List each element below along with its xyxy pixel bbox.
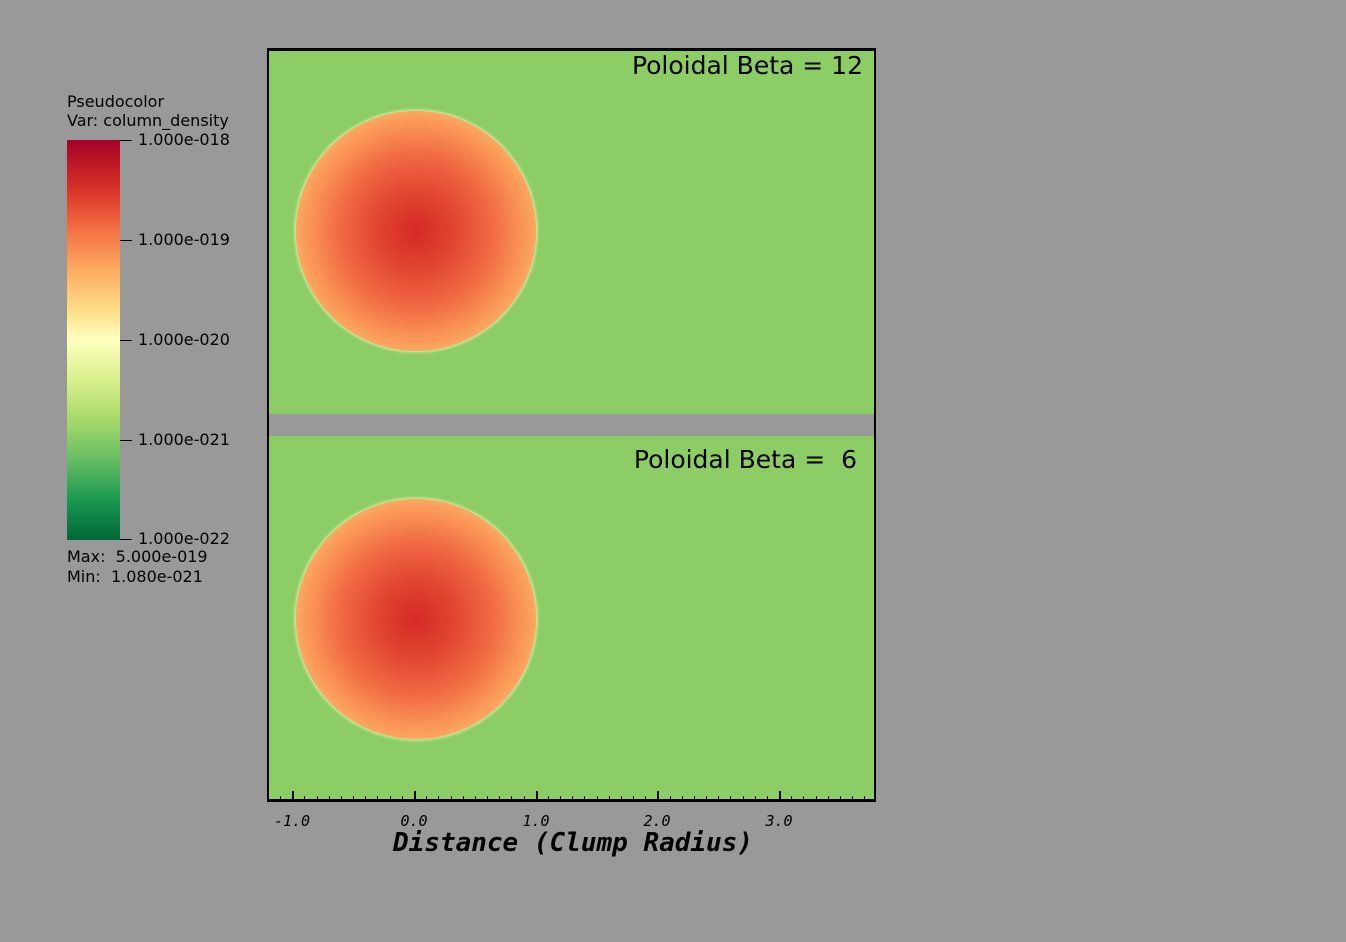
x-minor-tick	[304, 796, 305, 802]
x-minor-tick	[280, 796, 281, 802]
x-minor-tick	[560, 796, 561, 802]
x-minor-tick	[475, 796, 476, 802]
x-minor-tick	[828, 796, 829, 802]
x-minor-tick	[755, 796, 756, 802]
plot-panel-bottom: Poloidal Beta = 6	[269, 436, 875, 800]
x-minor-tick	[840, 796, 841, 802]
colorbar-tick	[120, 140, 132, 141]
x-minor-tick	[670, 796, 671, 802]
colorbar-tick-label: 1.000e-020	[138, 330, 230, 349]
x-tick-label: 2.0	[643, 812, 671, 830]
colorbar-tick-label: 1.000e-021	[138, 430, 230, 449]
x-minor-tick	[682, 796, 683, 802]
x-minor-tick	[572, 796, 573, 802]
x-minor-tick	[402, 796, 403, 802]
x-minor-tick	[803, 796, 804, 802]
x-minor-tick	[694, 796, 695, 802]
x-minor-tick	[645, 796, 646, 802]
plot-frame-left	[267, 48, 269, 802]
x-major-tick	[536, 791, 538, 802]
x-minor-tick	[718, 796, 719, 802]
plot-frame-right	[874, 48, 876, 802]
x-minor-tick	[816, 796, 817, 802]
x-minor-tick	[341, 796, 342, 802]
x-minor-tick	[730, 796, 731, 802]
x-minor-tick	[438, 796, 439, 802]
x-minor-tick	[524, 796, 525, 802]
x-major-tick	[292, 791, 294, 802]
x-minor-tick	[609, 796, 610, 802]
x-major-tick	[657, 791, 659, 802]
x-minor-tick	[584, 796, 585, 802]
x-minor-tick	[463, 796, 464, 802]
legend-title: Pseudocolor Var: column_density	[67, 92, 229, 130]
x-major-tick	[779, 791, 781, 802]
colorbar-tick-label: 1.000e-022	[138, 529, 230, 548]
x-minor-tick	[548, 796, 549, 802]
colorbar	[67, 140, 120, 540]
x-tick-label: 3.0	[765, 812, 793, 830]
colorbar-tick	[120, 440, 132, 441]
clump-top	[296, 111, 536, 351]
x-minor-tick	[377, 796, 378, 802]
panel-label-top: Poloidal Beta = 12	[631, 51, 863, 80]
x-tick-label: -1.0	[273, 812, 311, 830]
legend-title-line1: Pseudocolor	[67, 92, 165, 111]
x-minor-tick	[365, 796, 366, 802]
x-minor-tick	[864, 796, 865, 802]
x-axis-line	[267, 799, 876, 802]
plot-panel-top: Poloidal Beta = 12	[269, 48, 875, 414]
x-minor-tick	[791, 796, 792, 802]
x-minor-tick	[353, 796, 354, 802]
colorbar-tick-label: 1.000e-018	[138, 130, 230, 149]
clump-bottom	[296, 499, 536, 739]
x-tick-label: 1.0	[522, 812, 550, 830]
x-minor-tick	[852, 796, 853, 802]
x-minor-tick	[487, 796, 488, 802]
x-minor-tick	[426, 796, 427, 802]
x-axis-title: Distance (Clump Radius)	[392, 828, 754, 858]
x-minor-tick	[499, 796, 500, 802]
x-minor-tick	[621, 796, 622, 802]
x-minor-tick	[317, 796, 318, 802]
colorbar-tick	[120, 539, 132, 540]
x-minor-tick	[329, 796, 330, 802]
x-major-tick	[414, 791, 416, 802]
colorbar-tick-label: 1.000e-019	[138, 230, 230, 249]
x-minor-tick	[706, 796, 707, 802]
panel-label-bottom: Poloidal Beta = 6	[633, 445, 857, 474]
colorbar-tick	[120, 240, 132, 241]
x-minor-tick	[390, 796, 391, 802]
x-tick-label: 0.0	[400, 812, 428, 830]
x-minor-tick	[633, 796, 634, 802]
legend-min: Min: 1.080e-021	[67, 567, 203, 586]
legend-max: Max: 5.000e-019	[67, 547, 208, 566]
x-minor-tick	[511, 796, 512, 802]
x-minor-tick	[743, 796, 744, 802]
x-minor-tick	[597, 796, 598, 802]
legend-title-line2: Var: column_density	[67, 111, 229, 130]
colorbar-tick	[120, 340, 132, 341]
x-minor-tick	[767, 796, 768, 802]
x-minor-tick	[451, 796, 452, 802]
